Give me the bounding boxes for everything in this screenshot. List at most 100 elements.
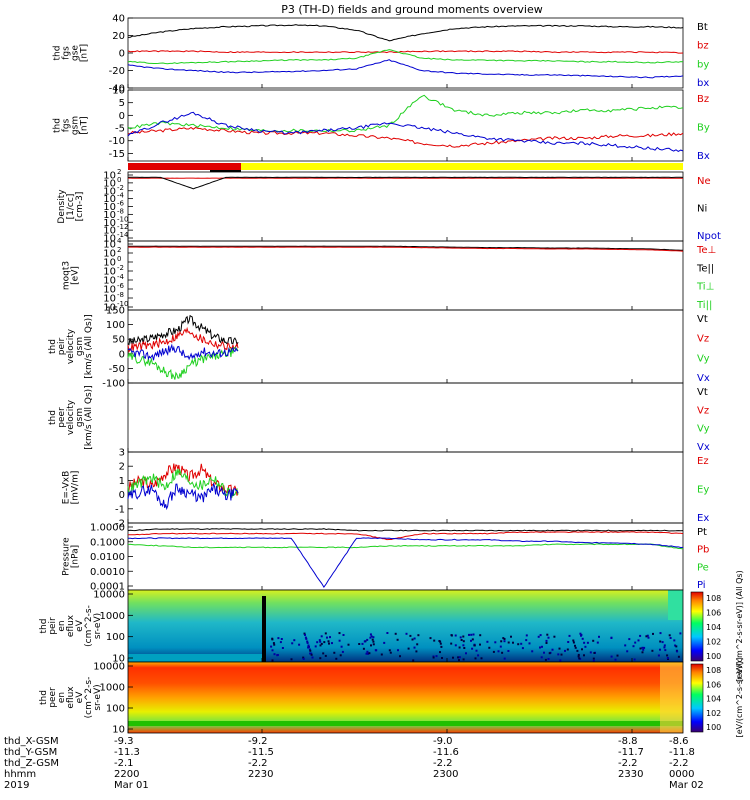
y-axis-label-line: thd — [53, 118, 63, 133]
colorbar-tick-label: 102 — [706, 709, 721, 718]
y-axis-label-line: [nT] — [80, 44, 90, 62]
legend-entry: Vt — [697, 387, 708, 398]
spectrogram-speckle — [580, 634, 582, 637]
y-tick-label: 0.0001 — [90, 582, 125, 593]
spectrogram-speckle — [637, 639, 640, 642]
colorbar-tick-label: 106 — [706, 680, 721, 689]
spectrogram-speckle — [592, 659, 595, 662]
spectrogram-speckle — [639, 634, 642, 637]
x-axis-value: -11.8 — [669, 747, 695, 758]
x-axis-value: -8.6 — [669, 736, 689, 747]
legend-entry: Vy — [697, 424, 710, 435]
spectrogram-speckle — [539, 634, 542, 637]
spectrogram-speckle — [347, 643, 350, 646]
y-tick-exponent: -14 — [117, 231, 129, 239]
legend-entry: Pe — [697, 562, 709, 573]
spectrogram-speckle — [544, 658, 547, 661]
legend-entry: Ez — [697, 456, 709, 467]
spectrogram-speckle — [558, 647, 561, 650]
spectrogram-speckle — [367, 652, 369, 655]
y-tick-label: 0 — [119, 111, 125, 122]
spectrogram-speckle — [634, 641, 637, 644]
spectrogram-speckle — [394, 632, 397, 635]
y-axis-label-line: thd — [48, 339, 58, 354]
y-tick-exponent: 0 — [117, 176, 121, 184]
quality-bar-yellow — [241, 163, 683, 170]
colorbar-tick-label: 104 — [706, 695, 721, 704]
spectrogram-speckle — [663, 646, 666, 649]
panel-peer_velocity: thd peer velocity gsm [km/s (All Qs)] Vt Vz Vy V… — [48, 382, 710, 453]
spectrogram-speckle — [474, 657, 477, 660]
spectrogram-speckle — [486, 640, 489, 643]
y-axis-label-line: [mV/m] — [71, 471, 81, 505]
y-tick-exponent: -8 — [117, 291, 124, 299]
spectrogram-speckle — [366, 650, 369, 653]
legend-entry: bx — [697, 78, 709, 89]
series-by — [127, 49, 684, 65]
spectrogram-speckle — [614, 658, 617, 661]
legend-entry: By — [697, 123, 710, 134]
spectrogram-speckle — [468, 633, 470, 636]
y-tick-exponent: -8 — [117, 207, 124, 215]
spectrogram-speckle — [335, 657, 338, 660]
spectrogram-speckle — [311, 656, 314, 659]
y-tick-label: -50 — [109, 364, 125, 375]
spectrogram-speckle — [663, 644, 666, 647]
spectrogram-speckle — [272, 642, 275, 645]
spectrogram-speckle — [326, 636, 328, 639]
y-tick-label: 150 — [106, 306, 125, 317]
spectrogram-speckle — [331, 642, 333, 645]
spectrogram-speckle — [540, 656, 543, 659]
y-tick-label: 10 — [103, 294, 116, 305]
spectrogram-speckle — [541, 645, 543, 648]
colorbar-tick-label: 104 — [706, 623, 721, 632]
spectrogram-speckle — [593, 652, 596, 654]
spectrogram-speckle — [488, 646, 491, 649]
spectrogram-speckle — [473, 644, 476, 647]
y-tick-label: 1000 — [100, 683, 125, 694]
spectrogram-speckle — [664, 649, 667, 652]
spectrogram-speckle — [450, 642, 453, 645]
spectrogram-speckle — [462, 644, 465, 647]
spectrogram-speckle — [322, 652, 325, 655]
data-quality-bar — [128, 163, 683, 172]
spectrogram-speckle — [319, 644, 322, 647]
y-axis-label-line: eV — [75, 691, 85, 704]
colorbar-label: [eV/(cm^2-s-sr-eV)] — [735, 658, 744, 738]
colorbar-tick-label: 108 — [706, 666, 721, 675]
spectrogram-speckle — [501, 651, 504, 654]
spectrogram-speckle — [643, 646, 646, 649]
spectrogram-speckle — [333, 651, 336, 654]
y-tick-label: -2 — [115, 519, 125, 530]
spectrogram-speckle — [589, 651, 592, 654]
spectrogram-speckle — [415, 650, 418, 653]
y-tick-label: 10 — [103, 249, 116, 260]
colorbars — [690, 591, 704, 733]
spectrogram-speckle — [652, 632, 654, 635]
x-axis-row-label: thd_Z-GSM — [4, 758, 59, 769]
y-axis-label-fgs_gse: thd fgs gse [nT] — [53, 44, 90, 62]
y-axis-label-line: en — [57, 692, 67, 703]
x-axis-value: Mar 01 — [114, 780, 149, 791]
legend-entry: Pt — [697, 527, 707, 538]
spectrogram-speckle — [441, 657, 443, 659]
colorbar-peer — [690, 663, 704, 733]
series-Pt — [127, 528, 684, 532]
spectrogram-speckle — [465, 652, 467, 655]
y-tick-exponent: -6 — [117, 200, 125, 208]
series-Bx — [127, 111, 684, 152]
spectrogram-speckle — [316, 641, 319, 644]
y-tick-label: 10 — [103, 276, 116, 287]
y-axis-label-line: eflux — [66, 614, 76, 637]
y-axis-label-line: eV — [75, 619, 85, 632]
y-axis-label-line: gse — [71, 45, 81, 61]
spectrogram-speckle — [543, 651, 545, 654]
spectrogram-speckle — [280, 638, 283, 640]
series-Te⊥ — [128, 246, 684, 252]
spectrogram-speckle — [389, 651, 392, 654]
x-axis-value: Mar 02 — [669, 780, 704, 791]
series-Pi — [128, 537, 684, 589]
x-axis-value: -8.8 — [618, 736, 638, 747]
panel-frame — [127, 661, 684, 734]
